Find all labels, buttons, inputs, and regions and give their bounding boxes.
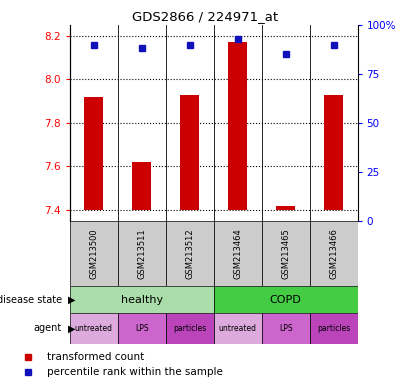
Text: particles: particles [317,324,350,333]
Bar [214,286,358,313]
Bar [180,94,199,210]
Bar [70,313,118,344]
Bar [228,42,247,210]
Bar [276,205,295,210]
Bar [262,221,309,286]
Bar [214,313,262,344]
Text: GSM213464: GSM213464 [233,228,242,279]
Bar [118,313,166,344]
Text: GSM213511: GSM213511 [137,228,146,279]
Text: healthy: healthy [121,295,163,305]
Bar [166,221,214,286]
Bar [309,221,358,286]
Bar [262,313,309,344]
Bar [166,313,214,344]
Text: transformed count: transformed count [47,352,144,362]
Bar [324,94,343,210]
Text: agent: agent [33,323,62,333]
Text: GSM213512: GSM213512 [185,228,194,279]
Bar [118,221,166,286]
Text: untreated: untreated [219,324,257,333]
Text: particles: particles [173,324,206,333]
Text: GDS2866 / 224971_at: GDS2866 / 224971_at [132,10,279,23]
Text: disease state: disease state [0,295,62,305]
Text: GSM213466: GSM213466 [329,228,338,279]
Text: LPS: LPS [279,324,293,333]
Bar [309,313,358,344]
Text: LPS: LPS [135,324,149,333]
Bar [214,221,262,286]
Bar [132,162,151,210]
Text: percentile rank within the sample: percentile rank within the sample [47,367,223,377]
Bar [84,97,104,210]
Bar [70,221,118,286]
Text: COPD: COPD [270,295,302,305]
Bar [70,286,214,313]
Text: ▶: ▶ [68,323,75,333]
Text: GSM213465: GSM213465 [281,228,290,279]
Text: untreated: untreated [75,324,113,333]
Text: GSM213500: GSM213500 [89,228,98,279]
Text: ▶: ▶ [68,295,75,305]
